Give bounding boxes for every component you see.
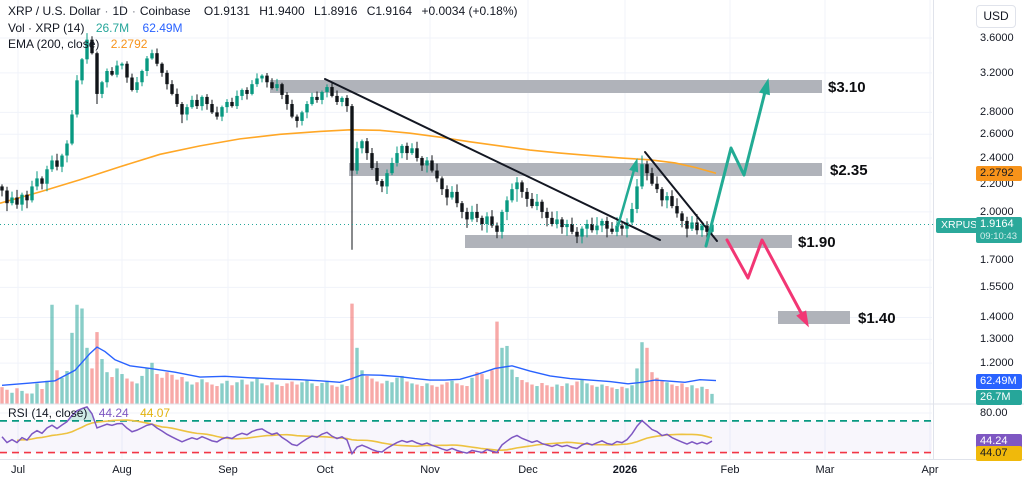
rsi-ma-badge: 44.07 — [976, 446, 1022, 461]
volume-current-value: 26.7M — [95, 21, 130, 35]
symbol-title[interactable]: XRP / U.S. Dollar — [8, 4, 101, 18]
rsi-ma-value: 44.07 — [140, 406, 171, 420]
volume-bars — [0, 303, 714, 404]
time-tick-label: Sep — [218, 464, 238, 476]
level-boxes[interactable] — [270, 80, 850, 324]
price-tick-label: 2.0000 — [980, 205, 1014, 218]
price-tick-label: 3.2000 — [980, 66, 1014, 79]
rsi-legend-row[interactable]: RSI (14, close) 44.24 44.07 — [8, 406, 170, 420]
bar-countdown: 09:10:43 — [980, 230, 1017, 242]
ohlc-open: O1.9131 — [203, 4, 250, 18]
price-tick-label: 1.3000 — [980, 333, 1014, 346]
price-tick-label: 2.4000 — [980, 151, 1014, 164]
level-box-140 — [778, 311, 850, 324]
volume-legend-label[interactable]: Vol · XRP (14) — [8, 21, 85, 35]
rsi-legend-label[interactable]: RSI (14, close) — [8, 406, 88, 420]
ema-200-line — [0, 128, 717, 204]
ema-price-badge: 2.2792 — [976, 165, 1022, 181]
price-tick-label: 2.8000 — [980, 106, 1014, 119]
current-price-value: 1.9164 — [980, 217, 1014, 230]
ohlc-close: C1.9164 — [366, 4, 413, 18]
price-axis[interactable] — [933, 0, 1024, 459]
level-label-3-10[interactable]: $3.10 — [828, 79, 866, 96]
ema-value: 2.2792 — [110, 37, 148, 51]
ohlc-change: +0.0034 (+0.18%) — [421, 4, 518, 18]
interval-label[interactable]: 1D — [112, 4, 128, 18]
ema-legend-label[interactable]: EMA (200, close) — [8, 37, 100, 51]
rsi-value-badge: 44.24 — [976, 434, 1022, 449]
exchange-label[interactable]: Coinbase — [139, 4, 191, 18]
price-tick-label: 1.2000 — [980, 357, 1014, 370]
time-tick-label: Nov — [420, 464, 440, 476]
time-tick-label: Oct — [316, 464, 334, 476]
symbol-legend-row[interactable]: XRP / U.S. Dollar · 1D · Coinbase O1.9131 H1… — [8, 4, 518, 18]
currency-toggle-chip[interactable]: USD — [976, 5, 1016, 28]
price-tick-label: 3.6000 — [980, 32, 1014, 44]
price-tick-label: 2.6000 — [980, 128, 1014, 141]
time-tick-label: Aug — [112, 464, 132, 476]
level-label-1-90[interactable]: $1.90 — [798, 234, 836, 251]
rsi-tick-label: 80.00 — [980, 407, 1008, 419]
legend-separator: · — [131, 4, 136, 18]
volume-current-badge: 26.7M — [976, 390, 1022, 405]
level-label-2-35[interactable]: $2.35 — [830, 162, 868, 179]
current-price-badge: 1.9164 09:10:43 — [976, 216, 1022, 243]
rsi-value: 44.24 — [98, 406, 129, 420]
trend-arrows[interactable] — [616, 78, 809, 328]
rsi-band-fill — [0, 420, 932, 453]
level-label-1-40[interactable]: $1.40 — [858, 310, 896, 327]
time-tick-label: Feb — [720, 464, 740, 476]
time-tick-label: Apr — [921, 464, 939, 476]
rsi-line — [1, 406, 713, 456]
ohlc-low: L1.8916 — [313, 4, 358, 18]
grid-layer — [0, 0, 932, 459]
time-tick-label: Dec — [518, 464, 538, 476]
level-box-235 — [349, 163, 822, 176]
time-tick-label: Jul — [10, 464, 26, 476]
level-box-190 — [465, 235, 792, 248]
price-tick-label: 1.7000 — [980, 254, 1014, 266]
time-axis[interactable] — [0, 459, 1024, 482]
ohlc-high: H1.9400 — [259, 4, 305, 18]
trendlines[interactable] — [324, 78, 718, 242]
volume-ma-value: 62.49M — [142, 21, 183, 35]
level-box-310 — [270, 80, 822, 93]
ema-legend-row[interactable]: EMA (200, close) 2.2792 — [8, 37, 147, 51]
price-tick-label: 1.5500 — [980, 281, 1014, 294]
time-tick-label: 2026 — [612, 464, 638, 476]
rsi-ma-line — [16, 419, 713, 452]
candles-layer — [0, 33, 714, 250]
volume-ma-badge: 62.49M — [976, 374, 1022, 390]
price-tick-label: 1.4000 — [980, 311, 1014, 324]
volume-legend-row[interactable]: Vol · XRP (14) 26.7M 62.49M — [8, 21, 183, 35]
volume-ma-line — [1, 346, 717, 386]
time-tick-label: Mar — [815, 464, 835, 476]
legend-separator: · — [104, 4, 109, 18]
